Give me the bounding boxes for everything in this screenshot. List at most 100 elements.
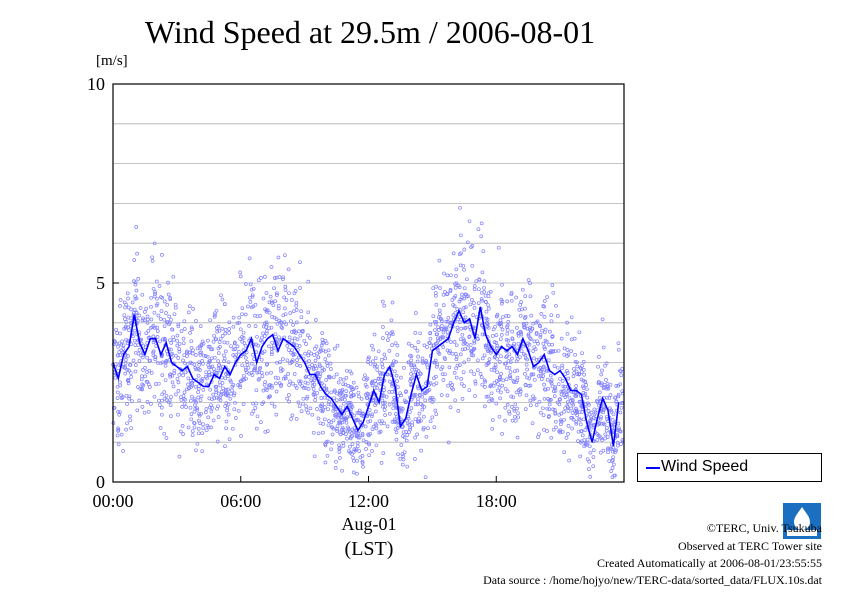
scatter-point [416,340,421,344]
scatter-point [364,447,368,451]
scatter-point [162,324,167,329]
scatter-point [323,460,328,465]
scatter-point [205,376,209,381]
scatter-point [515,435,520,440]
scatter-point [134,311,139,315]
scatter-point [145,321,150,325]
scatter-point [360,461,365,465]
scatter-point [326,374,331,379]
scatter-point [500,432,504,436]
scatter-point [344,368,349,373]
scatter-point [380,365,385,370]
scatter-point [226,412,231,417]
scatter-point [118,304,122,308]
scatter-point [203,354,208,358]
scatter-point [225,408,229,413]
scatter-point [547,398,552,403]
scatter-point [156,313,161,318]
scatter-point [565,331,570,336]
scatter-point [499,390,503,395]
scatter-point [555,365,560,370]
scatter-point [433,328,437,332]
scatter-point [137,398,142,403]
scatter-point [175,338,180,343]
scatter-point [310,412,315,417]
scatter-point [370,383,375,388]
scatter-point [206,415,211,420]
scatter-point [475,368,480,373]
scatter-point [196,390,200,395]
scatter-point [400,452,405,456]
scatter-point [357,449,362,453]
scatter-point [189,417,194,422]
scatter-point [559,336,564,341]
scatter-point [321,340,326,345]
scatter-point [383,404,388,409]
scatter-point [542,382,546,387]
scatter-point [513,402,518,407]
scatter-point [410,376,414,381]
scatter-point [266,344,271,349]
scatter-point [306,310,311,315]
scatter-point [437,308,442,313]
scatter-point [230,426,235,431]
scatter-point [551,290,556,295]
scatter-point [294,300,299,305]
scatter-point [324,440,329,445]
scatter-point [506,338,511,343]
scatter-point [472,339,477,343]
scatter-point [181,432,185,436]
scatter-point [374,443,379,448]
scatter-point [444,319,449,324]
scatter-point [161,337,165,342]
scatter-point [531,349,536,353]
scatter-point [225,405,230,410]
scatter-point [190,429,195,433]
scatter-point [175,333,180,338]
scatter-point [145,380,150,384]
scatter-point [451,251,456,256]
scatter-point [505,331,510,336]
scatter-point [242,373,246,378]
scatter-point [464,342,469,346]
scatter-point [381,401,385,405]
scatter-point [132,307,137,312]
scatter-point [155,296,159,301]
scatter-point [406,341,411,346]
scatter-point [333,466,338,470]
scatter-point [482,290,487,294]
scatter-point [585,440,590,445]
scatter-point [489,391,494,396]
scatter-point [143,366,147,370]
scatter-point [145,400,150,404]
scatter-point [211,339,216,344]
scatter-point [275,293,279,297]
scatter-point [145,355,149,360]
scatter-point [544,339,549,344]
scatter-point [158,317,163,321]
scatter-point [557,429,562,434]
scatter-point [272,404,277,409]
scatter-point [251,286,256,291]
scatter-point [499,354,503,359]
scatter-point [326,402,331,407]
scatter-point [396,452,400,457]
scatter-point [242,341,247,345]
scatter-point [573,359,578,364]
scatter-point [453,310,458,315]
scatter-point [338,389,342,393]
scatter-point [152,294,157,299]
scatter-point [519,349,524,353]
scatter-point [591,423,596,428]
scatter-point [179,395,183,399]
scatter-point [255,414,260,419]
scatter-point [151,350,155,355]
scatter-point [438,337,443,341]
scatter-point [297,329,301,334]
scatter-point [341,427,346,432]
scatter-point [423,391,428,395]
scatter-point [281,277,285,282]
scatter-point [352,430,356,435]
scatter-point [479,297,484,301]
